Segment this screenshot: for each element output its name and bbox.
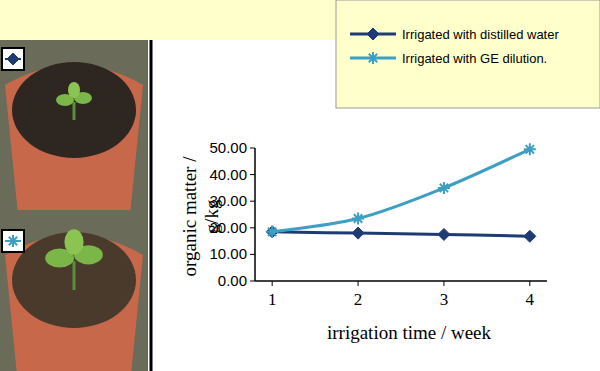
y-tick	[250, 254, 255, 255]
stem	[73, 261, 76, 290]
y-axis-label-line: organic matter /	[179, 156, 200, 277]
y-tick-label: 50.00	[209, 139, 247, 156]
y-tick	[250, 148, 255, 149]
y-tick-label: 10.00	[209, 245, 247, 262]
photo-key	[2, 230, 24, 252]
series-line	[272, 149, 530, 231]
leaf	[68, 82, 80, 98]
panel-divider	[150, 40, 153, 371]
data-point	[352, 212, 364, 224]
data-point	[524, 230, 536, 242]
data-point	[524, 143, 536, 155]
x-tick	[358, 281, 359, 286]
marker	[367, 28, 379, 40]
plant-photo	[0, 210, 148, 371]
photo-bg	[0, 210, 148, 371]
data-point	[352, 227, 364, 239]
y-tick-label: 0.00	[218, 272, 247, 289]
x-tick	[272, 281, 273, 286]
leaf	[64, 229, 83, 255]
axes: 0.0010.0020.0030.0040.0050.001234	[209, 139, 547, 309]
x-tick-label: 1	[268, 290, 277, 309]
y-axis-label: organic matter /g/kg	[179, 156, 222, 277]
y-tick	[250, 201, 255, 202]
legend-box	[336, 0, 600, 108]
photo-bg	[0, 40, 148, 235]
soil	[12, 62, 136, 158]
plot-area	[266, 143, 536, 242]
marker	[7, 235, 19, 247]
y-tick-label: 40.00	[209, 166, 247, 183]
data-point	[266, 226, 278, 238]
background	[0, 0, 600, 371]
x-tick-label: 3	[440, 290, 449, 309]
x-tick	[443, 281, 444, 286]
y-axis-label-line: g/kg	[201, 199, 222, 233]
legend-label: Irrigated with distilled water	[402, 27, 559, 42]
y-tick	[250, 281, 255, 282]
data-point	[438, 228, 450, 240]
key-box	[2, 230, 24, 252]
data-point	[438, 182, 450, 194]
x-tick	[529, 281, 530, 286]
data-point	[266, 226, 278, 238]
x-tick-label: 4	[526, 290, 535, 309]
x-axis-label: irrigation time / week	[327, 322, 492, 343]
y-tick	[250, 174, 255, 175]
plant-photo	[0, 40, 148, 235]
y-axis-line	[254, 148, 256, 281]
marker	[7, 53, 19, 65]
key-box	[2, 48, 24, 70]
photo-key	[2, 48, 24, 70]
legend-label: Irrigated with GE dilution.	[402, 51, 547, 66]
x-axis-line	[255, 280, 547, 282]
legend: Irrigated with distilled water Irrigated …	[336, 0, 600, 108]
x-tick-label: 2	[354, 290, 363, 309]
y-tick	[250, 227, 255, 228]
marker	[367, 52, 379, 64]
series-line	[272, 232, 530, 237]
stem	[73, 102, 76, 120]
top-band	[0, 0, 336, 40]
chart-root: Irrigated with distilled water Irrigated …	[0, 0, 600, 371]
